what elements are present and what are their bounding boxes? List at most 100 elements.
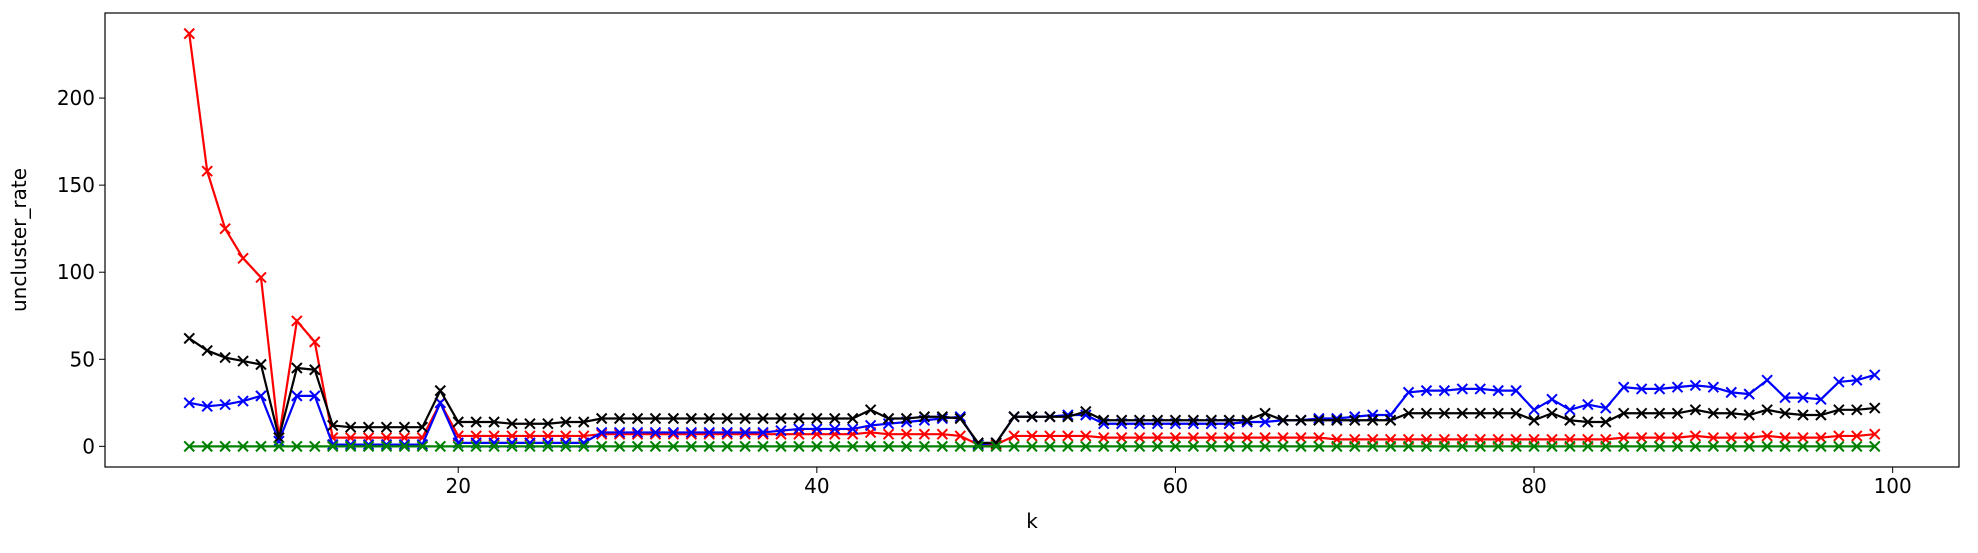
marker [1510, 440, 1522, 453]
marker [1241, 414, 1253, 426]
marker [219, 351, 231, 364]
marker [1564, 404, 1576, 416]
marker [1313, 414, 1325, 426]
marker [918, 411, 931, 423]
marker [1295, 431, 1307, 444]
marker [631, 440, 644, 453]
marker [362, 440, 375, 453]
marker [667, 428, 680, 440]
marker [237, 252, 249, 264]
marker [1366, 409, 1379, 421]
x-tick-label: 80 [1521, 474, 1546, 498]
marker [1851, 374, 1863, 386]
marker [1169, 414, 1182, 426]
marker [864, 419, 877, 432]
marker [882, 418, 895, 430]
marker [344, 421, 357, 433]
marker [954, 440, 966, 453]
marker [1635, 440, 1648, 453]
marker [685, 412, 698, 425]
marker [1689, 440, 1702, 453]
marker [667, 440, 680, 453]
marker [1815, 393, 1827, 406]
marker [1779, 391, 1791, 404]
marker [309, 364, 321, 376]
marker [918, 428, 931, 440]
marker [1062, 411, 1074, 423]
marker [775, 424, 787, 437]
marker [255, 390, 267, 402]
y-axis-label: uncluster_rate [7, 168, 31, 312]
marker [273, 435, 285, 447]
marker [1707, 440, 1720, 453]
marker [1528, 414, 1540, 426]
marker [291, 440, 303, 453]
marker [1653, 431, 1666, 444]
marker [703, 440, 715, 453]
marker [1815, 440, 1827, 453]
marker [1653, 383, 1666, 395]
y-tick-label: 150 [57, 173, 95, 197]
marker [255, 271, 267, 284]
marker [954, 411, 966, 423]
marker [237, 355, 249, 367]
marker [1080, 440, 1092, 453]
x-tick-label: 100 [1874, 474, 1912, 498]
marker [560, 440, 572, 453]
marker [291, 390, 303, 402]
marker [1026, 430, 1038, 442]
marker [649, 428, 662, 440]
marker [703, 428, 715, 440]
marker [1295, 414, 1307, 426]
marker [757, 412, 769, 425]
marker [1151, 414, 1164, 426]
marker [1331, 440, 1343, 453]
marker [1366, 414, 1379, 426]
marker [398, 421, 411, 433]
marker [183, 440, 195, 453]
marker [1743, 388, 1755, 400]
marker [739, 426, 751, 439]
marker [1546, 440, 1558, 453]
marker [703, 426, 715, 439]
plot-frame [104, 12, 1960, 468]
marker [1635, 383, 1648, 395]
marker [1689, 430, 1702, 442]
marker [649, 412, 662, 425]
marker [506, 440, 518, 453]
marker [846, 412, 859, 425]
marker [1438, 440, 1451, 453]
marker [1689, 379, 1702, 392]
marker [1331, 412, 1343, 425]
marker [219, 398, 231, 411]
marker [595, 426, 608, 439]
marker [829, 423, 841, 435]
marker [757, 428, 769, 440]
marker [1098, 414, 1110, 426]
marker [1169, 431, 1182, 444]
marker [1098, 431, 1110, 444]
marker [1420, 384, 1433, 397]
marker [1833, 376, 1845, 388]
marker [1420, 407, 1433, 419]
marker [1725, 431, 1737, 444]
marker [775, 440, 787, 453]
marker [1815, 431, 1827, 444]
marker [1259, 416, 1271, 428]
y-tick-label: 100 [57, 260, 95, 284]
marker [1600, 440, 1612, 453]
marker [1474, 383, 1486, 395]
marker [649, 440, 662, 453]
marker [1869, 369, 1881, 381]
marker [1205, 431, 1218, 444]
marker [344, 438, 357, 451]
marker [1707, 381, 1720, 393]
marker [990, 440, 1002, 453]
marker [362, 438, 375, 451]
marker [1869, 440, 1881, 453]
marker [613, 426, 626, 439]
marker [1743, 431, 1755, 444]
marker [183, 27, 195, 40]
marker [811, 428, 823, 440]
